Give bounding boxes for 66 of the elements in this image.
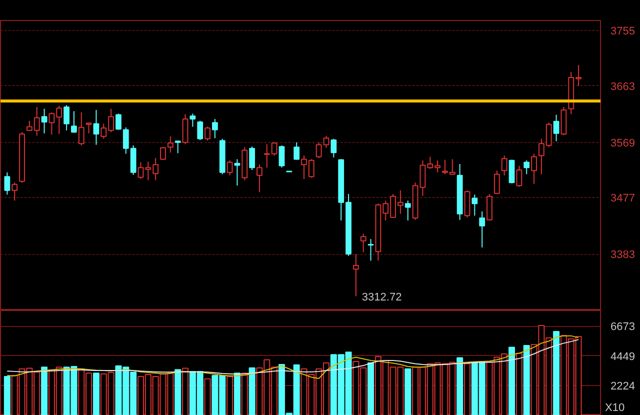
candlestick xyxy=(360,233,366,253)
candlestick xyxy=(226,160,233,176)
candlestick xyxy=(479,210,486,248)
bar xyxy=(182,368,189,415)
y-tick-label: 3383 xyxy=(610,249,635,262)
bar xyxy=(241,372,248,415)
candlestick xyxy=(116,113,122,130)
candlestick xyxy=(501,155,508,176)
bar xyxy=(226,376,234,415)
candlestick xyxy=(486,194,492,221)
bar xyxy=(404,368,412,415)
candlestick xyxy=(404,200,411,221)
candlestick xyxy=(12,182,18,202)
bar xyxy=(516,352,522,415)
candlestick xyxy=(93,109,100,146)
candlestick xyxy=(64,104,70,131)
candlestick xyxy=(71,110,77,134)
y-tick-label: 3755 xyxy=(610,26,635,38)
candlestick xyxy=(160,146,166,160)
bar xyxy=(553,331,560,415)
bar xyxy=(204,378,211,415)
candlestick xyxy=(174,140,181,154)
candlestick xyxy=(316,142,322,158)
candlestick xyxy=(494,170,500,195)
bar xyxy=(464,363,470,415)
candlestick xyxy=(516,165,522,188)
bar xyxy=(4,376,10,415)
bar xyxy=(456,357,464,415)
bar xyxy=(508,346,515,415)
bar xyxy=(174,369,182,415)
candlestick xyxy=(182,114,188,145)
candlestick xyxy=(294,142,300,160)
y-tick-label: 3477 xyxy=(610,192,635,205)
candlestick xyxy=(278,144,285,168)
bar xyxy=(92,372,100,415)
candlestick xyxy=(41,108,48,134)
candlestick xyxy=(249,146,255,171)
candlestick xyxy=(197,120,204,140)
candlestick xyxy=(190,113,196,128)
text: X10 xyxy=(605,401,625,415)
candlestick xyxy=(167,136,174,154)
candlestick xyxy=(4,172,10,196)
y-tick-label: 3663 xyxy=(610,80,635,93)
candlestick xyxy=(472,194,478,216)
bar xyxy=(234,372,240,415)
y-tick-label: 6673 xyxy=(610,321,635,334)
bar xyxy=(368,362,374,415)
y-tick-label: 3569 xyxy=(610,137,635,150)
candlestick xyxy=(323,135,330,148)
candlestick xyxy=(368,238,374,262)
candlestick xyxy=(86,122,92,134)
candlestick xyxy=(204,126,210,142)
candlestick xyxy=(524,160,530,175)
candlestick xyxy=(352,254,359,297)
candlestick xyxy=(531,153,537,184)
candlestick xyxy=(330,138,337,158)
y-tick-label: 4449 xyxy=(610,350,635,363)
annotation: 3312.72 xyxy=(362,291,402,304)
candlestick xyxy=(78,112,84,146)
candlestick xyxy=(256,164,262,193)
bar xyxy=(248,367,256,415)
bar xyxy=(41,366,48,415)
y-tick-label: 2224 xyxy=(610,380,635,393)
candlestick xyxy=(212,118,218,139)
bar xyxy=(523,344,530,415)
candlestick xyxy=(553,114,560,142)
